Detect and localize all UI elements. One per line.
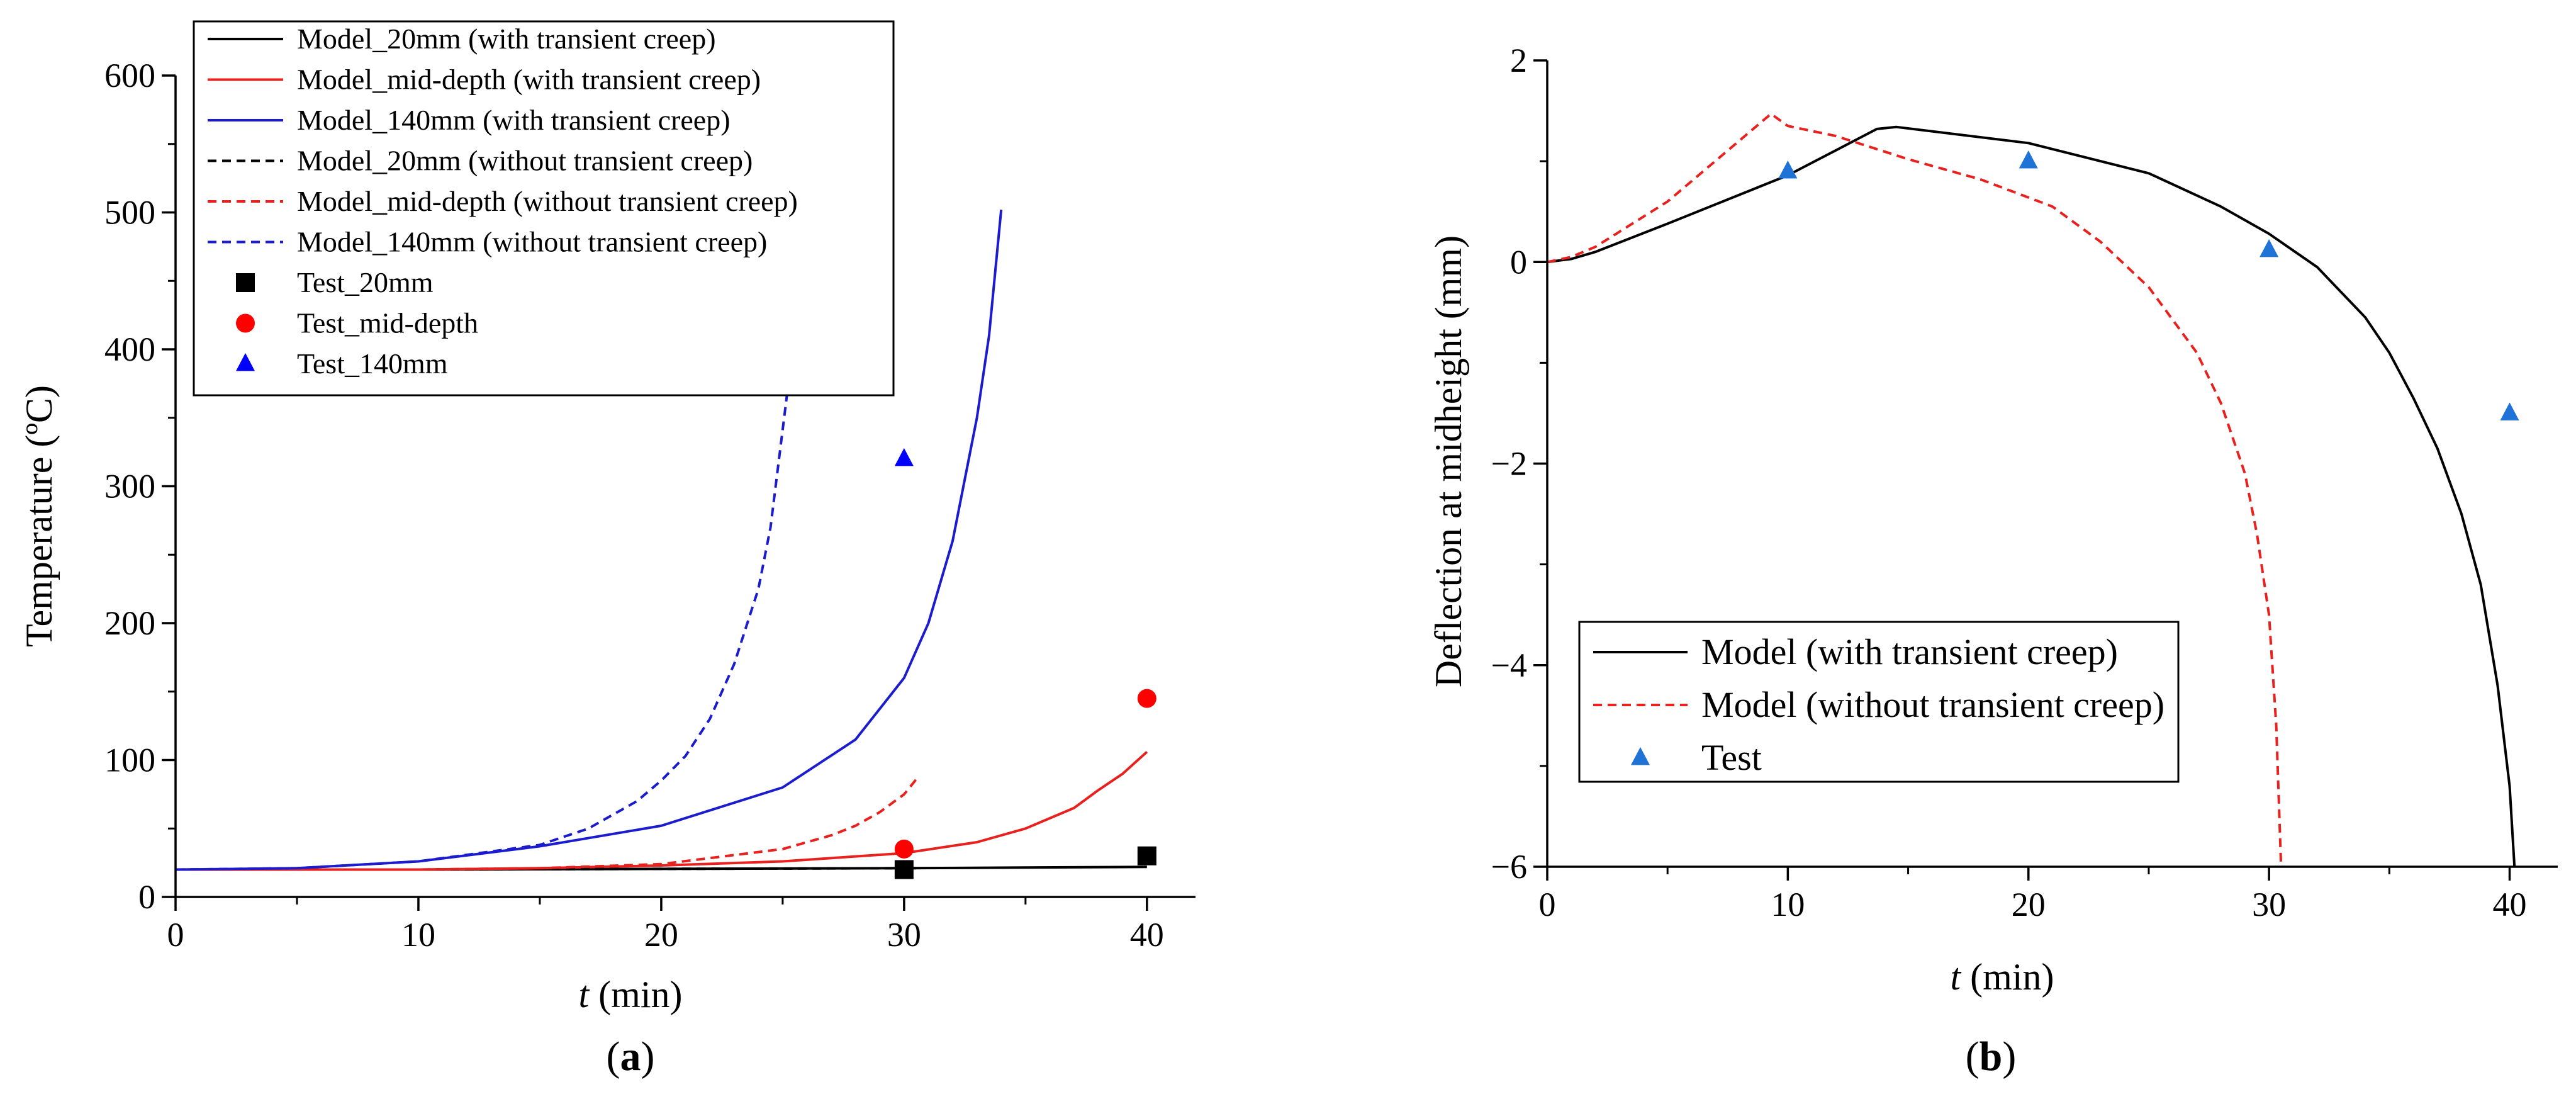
y-tick-label: 0 [138, 878, 155, 916]
data-point-test [2500, 402, 2519, 420]
y-tick-label: 600 [104, 57, 155, 94]
data-point-test-140mm [894, 448, 914, 466]
legend-label-test: Test [1701, 737, 1762, 778]
data-point-test-20mm [894, 860, 914, 879]
legend-label-model-20mm-with-transient-creep: Model_20mm (with transient creep) [297, 23, 716, 55]
x-tick-label: 10 [1771, 886, 1805, 923]
data-point-test [2019, 150, 2038, 169]
series-line-model-mid-depth-without-transient-creep [176, 778, 917, 871]
chart-b-xlabel: t (min) [1951, 956, 2054, 998]
chart-b-series-layer [1547, 112, 2519, 867]
legend-sample-test [1631, 747, 1650, 765]
y-tick-label: 400 [104, 330, 155, 368]
x-tick-label: 30 [887, 916, 921, 954]
x-tick-label: 20 [2012, 886, 2046, 923]
series-line-model-140mm-with-transient-creep [175, 210, 1003, 871]
y-tick-label: 100 [104, 741, 155, 779]
x-tick-label: 0 [167, 916, 184, 954]
chart-b-legend-box [1578, 621, 2180, 783]
series-line-model-without-transient-creep [1547, 112, 2283, 867]
legend-label-model-mid-depth-with-transient-creep: Model_mid-depth (with transient creep) [297, 64, 761, 96]
legend-label-test-mid-depth: Test_mid-depth [297, 307, 478, 339]
chart-b-ticks: 0 10 20 30 40 −6 −4 −2 0 2 [1491, 42, 2527, 923]
data-point-test [2260, 239, 2279, 257]
chart-b-xlabel-variable: t [1951, 956, 1962, 998]
x-tick-label: 10 [401, 916, 435, 954]
chart-a-series-layer [175, 210, 1156, 879]
series-line-model-mid-depth-with-transient-creep [176, 751, 1148, 871]
legend-label-model-with-transient-creep: Model (with transient creep) [1701, 631, 2118, 672]
legend-label-model-20mm-without-transient-creep: Model_20mm (without transient creep) [297, 145, 753, 177]
chart-b-panel-label: (b) [1966, 1034, 2017, 1079]
chart-a-xlabel-variable: t [579, 974, 590, 1015]
legend-label-test-20mm: Test_20mm [297, 266, 434, 298]
data-point-test-mid-depth [894, 839, 914, 859]
x-tick-label: 40 [1130, 916, 1164, 954]
legend-label-model-140mm-with-transient-creep: Model_140mm (with transient creep) [297, 104, 731, 136]
chart-a-legend-box [193, 20, 895, 397]
y-tick-label: 200 [104, 604, 155, 642]
y-tick-label: 500 [104, 194, 155, 232]
chart-a-xlabel: t (min) [579, 974, 683, 1015]
chart-b-legend: Model (with transient creep) Model (witho… [1578, 621, 2180, 783]
data-point-test [1778, 161, 1798, 179]
legend-sample-test-mid-depth [236, 313, 255, 333]
legend-label-model-140mm-without-transient-creep: Model_140mm (without transient creep) [297, 226, 767, 258]
y-tick-label: −2 [1491, 445, 1527, 483]
x-tick-label: 20 [644, 916, 678, 954]
y-tick-label: −4 [1491, 646, 1527, 684]
chart-a-ylabel: Temperature (ºC) [18, 385, 60, 647]
chart-a-legend: Model_20mm (with transient creep) Model_m… [193, 20, 895, 397]
y-tick-label: 0 [1510, 243, 1527, 281]
x-tick-label: 0 [1539, 886, 1556, 923]
chart-b-ylabel: Deflection at midheight (mm) [1428, 235, 1469, 687]
legend-label-model-mid-depth-without-transient-creep: Model_mid-depth (without transient creep… [297, 185, 798, 217]
series-line-model-with-transient-creep [1547, 125, 2516, 867]
chart-b: 0 10 20 30 40 −6 −4 −2 0 2 Deflection at midheigh… [1428, 42, 2558, 1079]
legend-sample-test-140mm [236, 352, 255, 371]
legend-sample-test-20mm [236, 273, 255, 292]
data-point-test-mid-depth [1137, 689, 1156, 708]
y-tick-label: −6 [1491, 848, 1527, 886]
legend-label-model-without-transient-creep: Model (without transient creep) [1701, 684, 2164, 725]
chart-a-panel-label: (a) [607, 1034, 655, 1079]
data-point-test-20mm [1137, 846, 1156, 865]
legend-label-test-140mm: Test_140mm [297, 347, 448, 380]
x-tick-label: 30 [2252, 886, 2286, 923]
y-tick-label: 300 [104, 468, 155, 505]
x-tick-label: 40 [2493, 886, 2527, 923]
y-tick-label: 2 [1510, 42, 1527, 79]
chart-a-xlabel-unit: (min) [589, 974, 682, 1015]
chart-b-xlabel-unit: (min) [1961, 956, 2054, 998]
